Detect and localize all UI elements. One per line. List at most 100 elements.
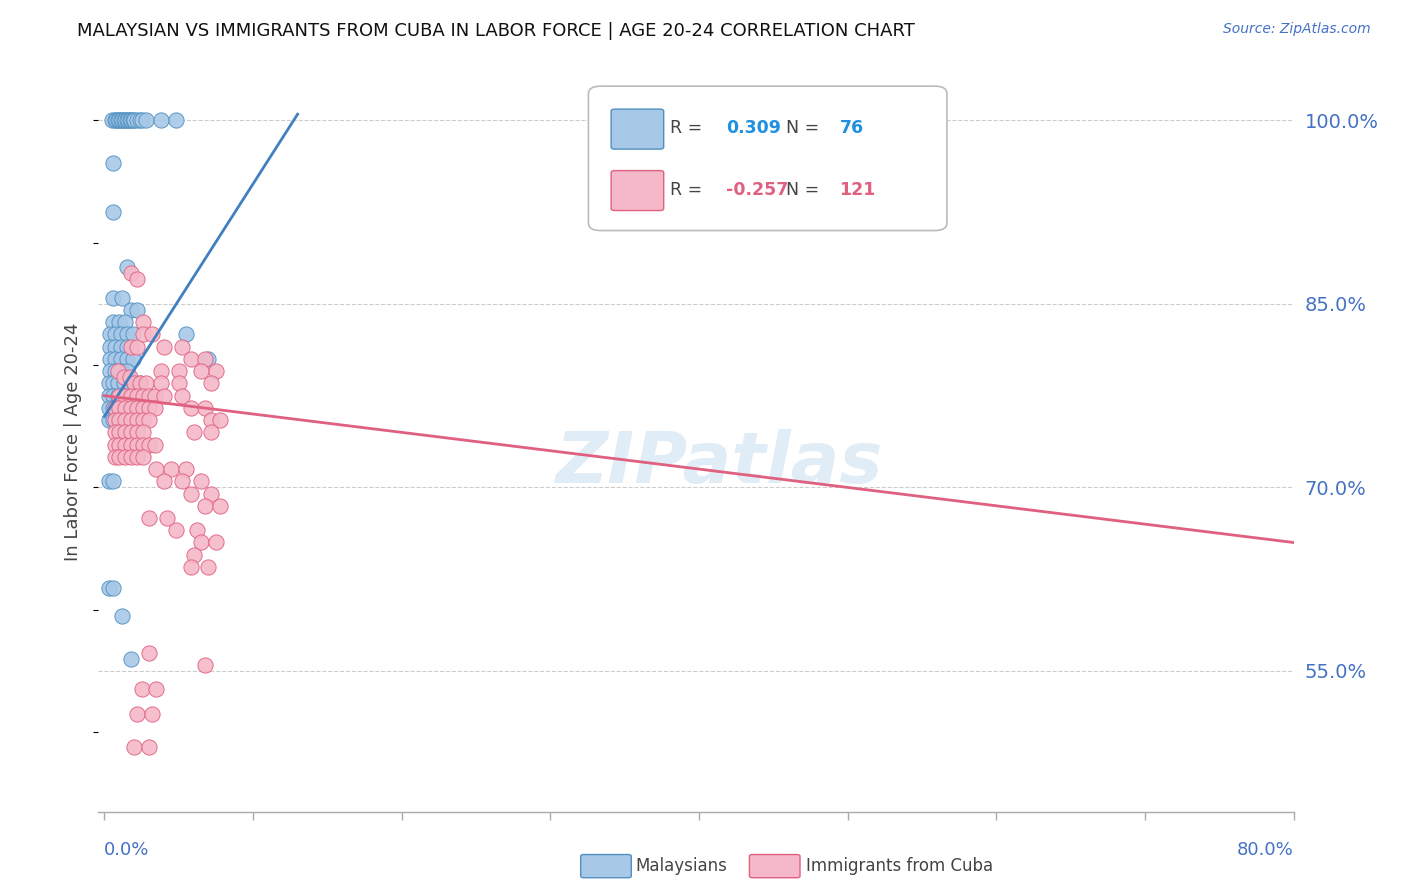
Point [112, 413, 135, 427]
Text: MALAYSIAN VS IMMIGRANTS FROM CUBA IN LABOR FORCE | AGE 20-24 CORRELATION CHART: MALAYSIAN VS IMMIGRANTS FROM CUBA IN LAB… [77, 22, 915, 40]
Point [108, 450, 131, 464]
Point [170, 389, 193, 403]
Point [120, 303, 142, 318]
Point [194, 499, 217, 513]
Point [167, 376, 190, 391]
Point [110, 113, 132, 128]
Point [121, 113, 143, 128]
Point [105, 113, 128, 128]
Point [107, 413, 129, 427]
Point [143, 389, 166, 403]
FancyBboxPatch shape [612, 109, 664, 149]
Point [170, 475, 193, 489]
Point [103, 156, 125, 170]
Point [125, 113, 148, 128]
Point [125, 340, 148, 354]
Point [117, 113, 139, 128]
Point [143, 401, 166, 415]
Point [205, 364, 228, 378]
Point [160, 462, 183, 476]
Point [132, 450, 155, 464]
Point [122, 739, 145, 754]
Text: Immigrants from Cuba: Immigrants from Cuba [806, 857, 993, 875]
Text: Malaysians: Malaysians [636, 857, 727, 875]
Point [194, 401, 217, 415]
Point [132, 413, 155, 427]
Point [111, 113, 134, 128]
Point [108, 315, 131, 329]
Text: -0.257: -0.257 [725, 181, 789, 199]
FancyBboxPatch shape [612, 170, 664, 211]
Point [97, 475, 120, 489]
Point [103, 315, 125, 329]
Point [138, 511, 160, 525]
Point [114, 450, 136, 464]
Point [107, 401, 129, 415]
Text: N =: N = [786, 181, 824, 199]
Point [112, 376, 135, 391]
Point [153, 475, 176, 489]
Point [145, 462, 167, 476]
Text: R =: R = [669, 119, 707, 136]
Point [183, 548, 205, 562]
Point [98, 340, 121, 354]
Point [120, 413, 142, 427]
Point [97, 581, 120, 595]
Point [110, 327, 132, 342]
Point [103, 401, 125, 415]
Point [145, 682, 167, 697]
Point [108, 413, 131, 427]
Point [114, 113, 136, 128]
Text: 0.309: 0.309 [725, 119, 780, 136]
Text: N =: N = [786, 119, 824, 136]
Point [165, 523, 187, 537]
Point [108, 401, 131, 415]
Point [120, 266, 142, 280]
Point [132, 315, 155, 329]
Point [153, 389, 176, 403]
Text: 76: 76 [839, 119, 863, 136]
Point [132, 425, 155, 440]
Point [107, 376, 129, 391]
Point [104, 364, 127, 378]
Point [111, 608, 134, 623]
Point [120, 450, 142, 464]
Point [110, 351, 132, 366]
Point [114, 413, 136, 427]
Point [129, 376, 152, 391]
Point [114, 425, 136, 440]
Point [114, 437, 136, 451]
Point [174, 462, 197, 476]
Point [97, 401, 120, 415]
Point [97, 389, 120, 403]
Point [114, 315, 136, 329]
Point [104, 437, 127, 451]
Point [120, 425, 142, 440]
Point [197, 351, 219, 366]
Point [120, 113, 142, 128]
Point [122, 376, 145, 391]
Point [104, 340, 127, 354]
Point [131, 113, 153, 128]
Point [200, 413, 222, 427]
Point [170, 340, 193, 354]
Point [111, 291, 134, 305]
Point [115, 113, 138, 128]
Point [112, 401, 135, 415]
Point [118, 401, 141, 415]
Point [118, 370, 141, 384]
Point [141, 327, 163, 342]
Point [104, 327, 127, 342]
Point [121, 327, 143, 342]
Point [110, 340, 132, 354]
Point [118, 389, 141, 403]
Point [132, 389, 155, 403]
Point [103, 413, 125, 427]
Point [209, 499, 232, 513]
Point [190, 535, 212, 549]
Point [180, 401, 202, 415]
Point [104, 425, 127, 440]
Point [132, 327, 155, 342]
Point [125, 437, 148, 451]
Point [97, 413, 120, 427]
